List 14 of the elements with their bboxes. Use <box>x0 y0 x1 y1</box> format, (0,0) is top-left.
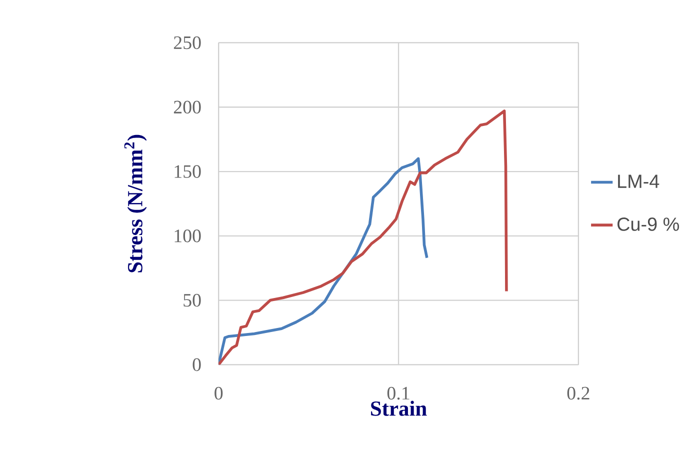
legend-label: LM-4 <box>618 174 660 188</box>
x-axis-title: Strain <box>371 400 427 416</box>
y-axis-title: Stress (N/mm$^{2}$) <box>124 134 147 272</box>
y-tick-label: 250 <box>174 36 201 49</box>
x-tick-label: 0 <box>214 386 223 400</box>
x-tick-label: 0.1 <box>387 386 410 400</box>
y-tick-label: 200 <box>174 100 201 114</box>
x-tick-label: 0.2 <box>567 386 590 400</box>
y-tick-label: 50 <box>184 294 201 307</box>
legend-label: Cu-9 % <box>618 217 679 231</box>
y-tick-label: 100 <box>174 229 201 242</box>
y-tick-label: 0 <box>192 358 201 371</box>
y-tick-label: 150 <box>174 164 201 178</box>
line-series <box>218 109 508 365</box>
